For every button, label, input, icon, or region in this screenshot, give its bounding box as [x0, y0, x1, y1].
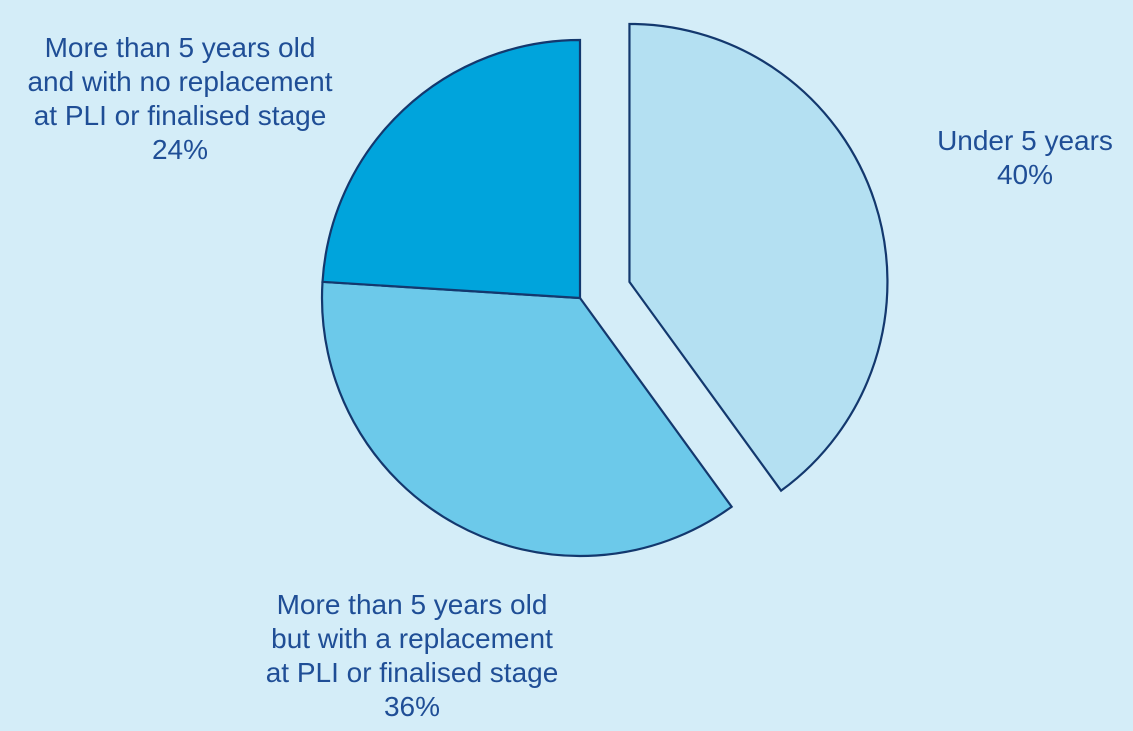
- slice-label-line: More than 5 years old: [277, 589, 548, 620]
- pie-slice-1: [628, 22, 889, 493]
- slice-label-2: More than 5 years old but with a replacem…: [266, 589, 559, 722]
- slice-value-label: 36%: [384, 691, 440, 722]
- pie-slice-2: [320, 280, 734, 558]
- slice-value-label: 40%: [997, 159, 1053, 190]
- slice-label-line: at PLI or finalised stage: [34, 100, 327, 131]
- pie-slice-3: [321, 38, 582, 300]
- slice-label-line: but with a replacement: [271, 623, 553, 654]
- slice-label-1: Under 5 years 40%: [937, 125, 1113, 190]
- slice-label-3: More than 5 years old and with no replace…: [27, 32, 332, 165]
- slice-label-line: Under 5 years: [937, 125, 1113, 156]
- slice-label-line: and with no replacement: [27, 66, 332, 97]
- slice-label-line: More than 5 years old: [45, 32, 316, 63]
- slice-label-line: at PLI or finalised stage: [266, 657, 559, 688]
- slice-value-label: 24%: [152, 134, 208, 165]
